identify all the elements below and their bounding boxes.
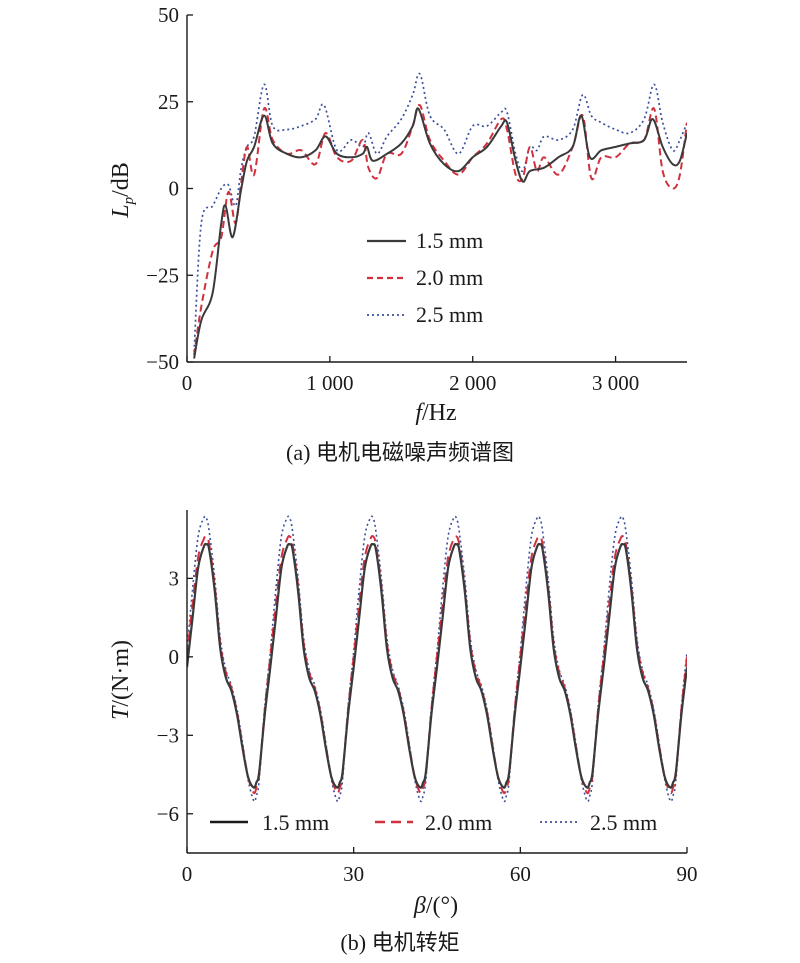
x-tick-label: 60 [510,862,531,886]
x-tick-label: 0 [182,862,193,886]
legend-label-1-5mm: 1.5 mm [416,228,483,253]
y-tick-label: −50 [146,350,179,374]
x-tick-label: 1 000 [306,371,353,395]
series-line-2-0-mm [187,535,687,795]
legend-label-1-5mm: 1.5 mm [262,810,329,835]
y-tick-label: −6 [157,802,179,826]
series-line-2-5-mm [193,72,687,352]
y-tick-label: −3 [157,723,179,747]
y-tick-label: 3 [169,566,180,590]
noise-ticks: 0 1 000 2 000 3 000 −50 −25 0 25 50 [146,3,639,395]
x-tick-label: 90 [677,862,698,886]
legend-label-2-5mm: 2.5 mm [416,302,483,327]
torque-series-group [187,515,687,803]
chart-caption-b: (b) 电机转矩 [340,930,459,955]
noise-spectrum-chart: 0 1 000 2 000 3 000 −50 −25 0 25 50 Lp/dB f/Hz 1… [108,3,687,465]
y-axis-label: Lp/dB [108,162,137,219]
series-line-2-0-mm [193,104,687,356]
x-tick-label: 2 000 [449,371,496,395]
torque-legend: 1.5 mm 2.0 mm 2.5 mm [210,810,657,835]
y-axis-label: T/(N·m) [108,640,134,720]
y-tick-label: 50 [158,3,179,27]
series-line-1-5-mm [193,107,687,359]
x-tick-label: 30 [343,862,364,886]
x-axis-label: f/Hz [415,400,456,426]
chart-caption-a: (a) 电机电磁噪声频谱图 [286,440,514,465]
legend-label-2-0mm: 2.0 mm [416,265,483,290]
x-tick-label: 3 000 [592,371,639,395]
y-tick-label: 25 [158,90,179,114]
noise-series-group [193,72,687,359]
y-tick-label: 0 [169,645,180,669]
x-tick-label: 0 [182,371,193,395]
legend-label-2-5mm: 2.5 mm [590,810,657,835]
y-tick-label: −25 [146,263,179,287]
series-line-1-5-mm [187,542,687,789]
y-tick-label: 0 [169,177,180,201]
noise-legend: 1.5 mm 2.0 mm 2.5 mm [367,228,483,327]
x-axis-label: β/(°) [413,893,458,919]
legend-label-2-0mm: 2.0 mm [425,810,492,835]
